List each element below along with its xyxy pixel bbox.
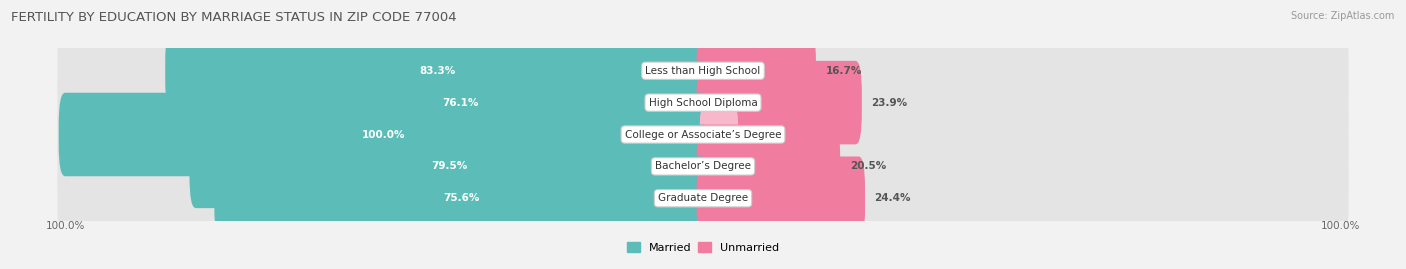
Text: Less than High School: Less than High School	[645, 66, 761, 76]
Text: 76.1%: 76.1%	[441, 98, 478, 108]
FancyBboxPatch shape	[214, 157, 710, 240]
FancyBboxPatch shape	[58, 150, 1348, 246]
Text: 83.3%: 83.3%	[419, 66, 456, 76]
FancyBboxPatch shape	[696, 125, 841, 208]
Text: 79.5%: 79.5%	[432, 161, 468, 171]
Text: 20.5%: 20.5%	[849, 161, 886, 171]
Text: 16.7%: 16.7%	[825, 66, 862, 76]
Text: Source: ZipAtlas.com: Source: ZipAtlas.com	[1291, 11, 1395, 21]
Text: 0.0%: 0.0%	[748, 129, 776, 140]
FancyBboxPatch shape	[696, 157, 865, 240]
FancyBboxPatch shape	[58, 86, 1348, 183]
FancyBboxPatch shape	[58, 23, 1348, 119]
FancyBboxPatch shape	[166, 29, 710, 112]
FancyBboxPatch shape	[696, 61, 862, 144]
Legend: Married, Unmarried: Married, Unmarried	[627, 242, 779, 253]
FancyBboxPatch shape	[696, 29, 815, 112]
Text: 100.0%: 100.0%	[363, 129, 406, 140]
FancyBboxPatch shape	[58, 118, 1348, 214]
Text: 23.9%: 23.9%	[872, 98, 907, 108]
Text: Bachelor’s Degree: Bachelor’s Degree	[655, 161, 751, 171]
Text: 100.0%: 100.0%	[1322, 221, 1361, 231]
FancyBboxPatch shape	[700, 109, 738, 160]
Text: FERTILITY BY EDUCATION BY MARRIAGE STATUS IN ZIP CODE 77004: FERTILITY BY EDUCATION BY MARRIAGE STATU…	[11, 11, 457, 24]
Text: High School Diploma: High School Diploma	[648, 98, 758, 108]
FancyBboxPatch shape	[190, 125, 710, 208]
Text: 75.6%: 75.6%	[444, 193, 479, 203]
FancyBboxPatch shape	[211, 61, 710, 144]
Text: Graduate Degree: Graduate Degree	[658, 193, 748, 203]
Text: 100.0%: 100.0%	[45, 221, 84, 231]
Text: 24.4%: 24.4%	[875, 193, 911, 203]
FancyBboxPatch shape	[59, 93, 710, 176]
Text: College or Associate’s Degree: College or Associate’s Degree	[624, 129, 782, 140]
FancyBboxPatch shape	[58, 55, 1348, 151]
